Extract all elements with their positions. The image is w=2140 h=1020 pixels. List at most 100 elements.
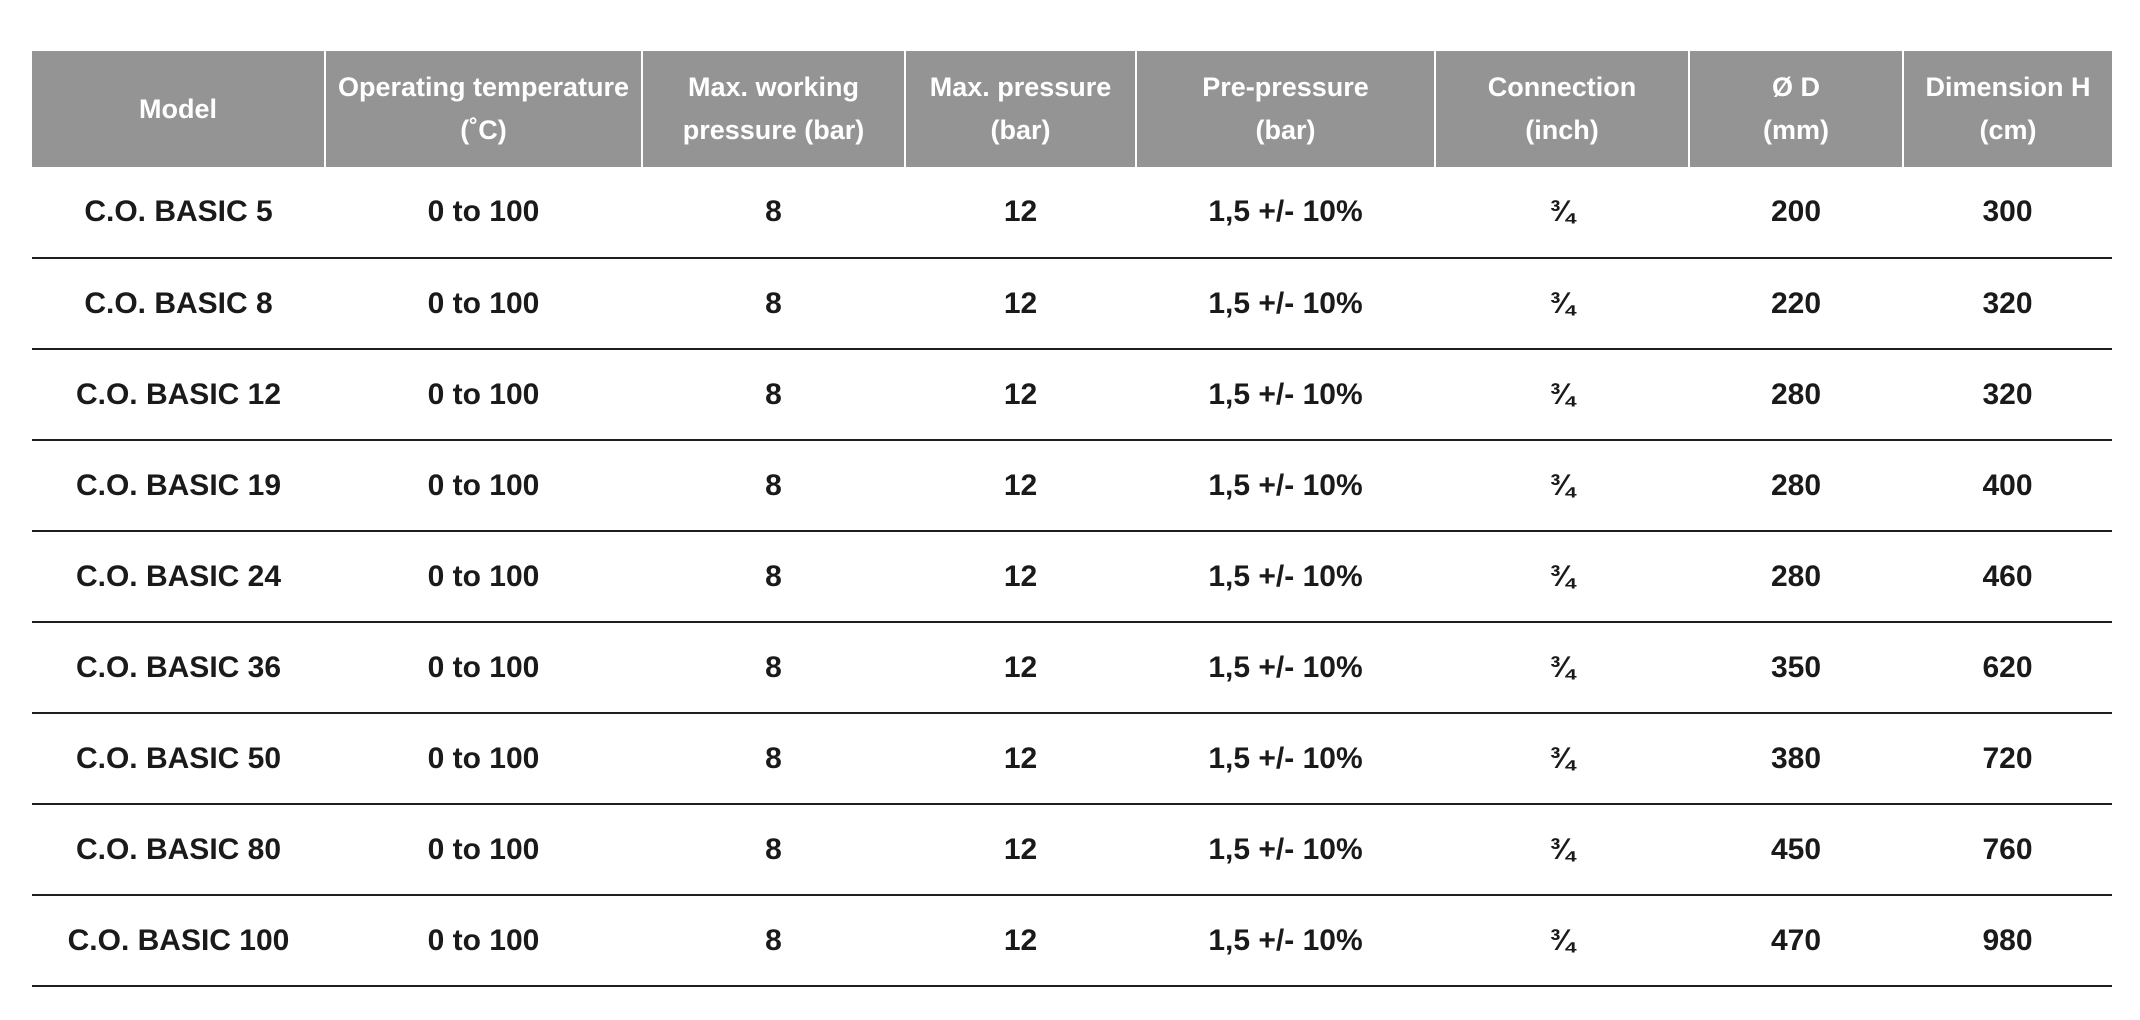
cell-model: C.O. BASIC 19 <box>32 440 325 532</box>
cell-diameter: 200 <box>1689 167 1903 259</box>
cell-connection: ¾ <box>1435 895 1689 987</box>
cell-model: C.O. BASIC 36 <box>32 622 325 714</box>
cell-connection: ¾ <box>1435 349 1689 441</box>
header-operating-temperature-label: Operating temperature <box>337 72 630 102</box>
header-connection-label: Connection <box>1487 72 1637 102</box>
specification-table: Model Operating temperature (˚C) Max. wo… <box>32 51 2112 987</box>
header-max-pressure: Max. pressure (bar) <box>904 51 1136 167</box>
cell-connection: ¾ <box>1435 713 1689 805</box>
header-pre-pressure-label: Pre-pressure <box>1202 72 1369 102</box>
cell-max-pressure: 12 <box>905 804 1136 896</box>
header-diameter-label: Ø D <box>1771 72 1820 102</box>
cell-operating-temperature: 0 to 100 <box>325 258 642 350</box>
cell-pre-pressure: 1,5 +/- 10% <box>1136 713 1435 805</box>
header-max-working-pressure-unit: pressure (bar) <box>682 115 865 145</box>
header-dimension-h-label: Dimension H <box>1925 72 2091 102</box>
cell-max-pressure: 12 <box>905 440 1136 532</box>
cell-max-pressure: 12 <box>905 895 1136 987</box>
table-row: C.O. BASIC 12 0 to 100 8 12 1,5 +/- 10% ¾ 280 3… <box>32 349 2112 441</box>
cell-max-working-pressure: 8 <box>642 622 905 714</box>
cell-max-working-pressure: 8 <box>642 349 905 441</box>
header-row: Model Operating temperature (˚C) Max. wo… <box>32 51 2112 167</box>
cell-connection: ¾ <box>1435 804 1689 896</box>
cell-dimension-h: 980 <box>1903 895 2112 987</box>
cell-model: C.O. BASIC 100 <box>32 895 325 987</box>
cell-max-pressure: 12 <box>905 531 1136 623</box>
cell-diameter: 280 <box>1689 349 1903 441</box>
cell-connection: ¾ <box>1435 440 1689 532</box>
cell-max-pressure: 12 <box>905 622 1136 714</box>
cell-dimension-h: 460 <box>1903 531 2112 623</box>
cell-dimension-h: 300 <box>1903 167 2112 259</box>
cell-max-working-pressure: 8 <box>642 895 905 987</box>
cell-operating-temperature: 0 to 100 <box>325 713 642 805</box>
header-max-working-pressure-label: Max. working <box>687 72 860 102</box>
cell-dimension-h: 620 <box>1903 622 2112 714</box>
cell-connection: ¾ <box>1435 258 1689 350</box>
cell-pre-pressure: 1,5 +/- 10% <box>1136 531 1435 623</box>
header-pre-pressure: Pre-pressure (bar) <box>1135 51 1435 167</box>
cell-max-working-pressure: 8 <box>642 531 905 623</box>
cell-max-working-pressure: 8 <box>642 258 905 350</box>
cell-diameter: 220 <box>1689 258 1903 350</box>
cell-max-working-pressure: 8 <box>642 804 905 896</box>
cell-model: C.O. BASIC 50 <box>32 713 325 805</box>
cell-max-pressure: 12 <box>905 258 1136 350</box>
cell-model: C.O. BASIC 80 <box>32 804 325 896</box>
cell-pre-pressure: 1,5 +/- 10% <box>1136 349 1435 441</box>
header-diameter-unit: (mm) <box>1763 115 1829 145</box>
cell-dimension-h: 320 <box>1903 349 2112 441</box>
table-row: C.O. BASIC 19 0 to 100 8 12 1,5 +/- 10% ¾ 280 4… <box>32 440 2112 532</box>
cell-model: C.O. BASIC 12 <box>32 349 325 441</box>
cell-pre-pressure: 1,5 +/- 10% <box>1136 895 1435 987</box>
cell-diameter: 450 <box>1689 804 1903 896</box>
cell-pre-pressure: 1,5 +/- 10% <box>1136 440 1435 532</box>
cell-operating-temperature: 0 to 100 <box>325 531 642 623</box>
table-row: C.O. BASIC 100 0 to 100 8 12 1,5 +/- 10% ¾ 470… <box>32 895 2112 987</box>
header-operating-temperature-unit: (˚C) <box>460 115 507 145</box>
cell-operating-temperature: 0 to 100 <box>325 895 642 987</box>
header-connection-unit: (inch) <box>1525 115 1599 145</box>
cell-pre-pressure: 1,5 +/- 10% <box>1136 258 1435 350</box>
table-header: Model Operating temperature (˚C) Max. wo… <box>32 51 2112 167</box>
cell-operating-temperature: 0 to 100 <box>325 804 642 896</box>
cell-max-pressure: 12 <box>905 167 1136 259</box>
cell-operating-temperature: 0 to 100 <box>325 167 642 259</box>
cell-operating-temperature: 0 to 100 <box>325 349 642 441</box>
cell-max-working-pressure: 8 <box>642 167 905 259</box>
header-max-working-pressure: Max. working pressure (bar) <box>641 51 905 167</box>
cell-diameter: 350 <box>1689 622 1903 714</box>
cell-dimension-h: 400 <box>1903 440 2112 532</box>
table-row: C.O. BASIC 36 0 to 100 8 12 1,5 +/- 10% ¾ 350 6… <box>32 622 2112 714</box>
cell-pre-pressure: 1,5 +/- 10% <box>1136 167 1435 259</box>
table-row: C.O. BASIC 50 0 to 100 8 12 1,5 +/- 10% ¾ 380 7… <box>32 713 2112 805</box>
header-pre-pressure-unit: (bar) <box>1255 115 1316 145</box>
cell-operating-temperature: 0 to 100 <box>325 440 642 532</box>
cell-dimension-h: 760 <box>1903 804 2112 896</box>
cell-diameter: 280 <box>1689 440 1903 532</box>
cell-dimension-h: 720 <box>1903 713 2112 805</box>
header-model-label: Model <box>139 93 217 124</box>
cell-max-working-pressure: 8 <box>642 440 905 532</box>
cell-dimension-h: 320 <box>1903 258 2112 350</box>
header-max-pressure-unit: (bar) <box>990 115 1051 145</box>
cell-connection: ¾ <box>1435 622 1689 714</box>
cell-max-working-pressure: 8 <box>642 713 905 805</box>
cell-pre-pressure: 1,5 +/- 10% <box>1136 804 1435 896</box>
cell-diameter: 280 <box>1689 531 1903 623</box>
header-dimension-h-unit: (cm) <box>1979 115 2037 145</box>
header-connection: Connection (inch) <box>1434 51 1689 167</box>
table-row: C.O. BASIC 24 0 to 100 8 12 1,5 +/- 10% ¾ 280 4… <box>32 531 2112 623</box>
cell-pre-pressure: 1,5 +/- 10% <box>1136 622 1435 714</box>
cell-max-pressure: 12 <box>905 349 1136 441</box>
cell-connection: ¾ <box>1435 531 1689 623</box>
cell-model: C.O. BASIC 24 <box>32 531 325 623</box>
table-row: C.O. BASIC 80 0 to 100 8 12 1,5 +/- 10% ¾ 450 7… <box>32 804 2112 896</box>
header-operating-temperature: Operating temperature (˚C) <box>324 51 642 167</box>
header-max-pressure-label: Max. pressure <box>929 72 1112 102</box>
header-diameter: Ø D (mm) <box>1688 51 1903 167</box>
cell-diameter: 470 <box>1689 895 1903 987</box>
